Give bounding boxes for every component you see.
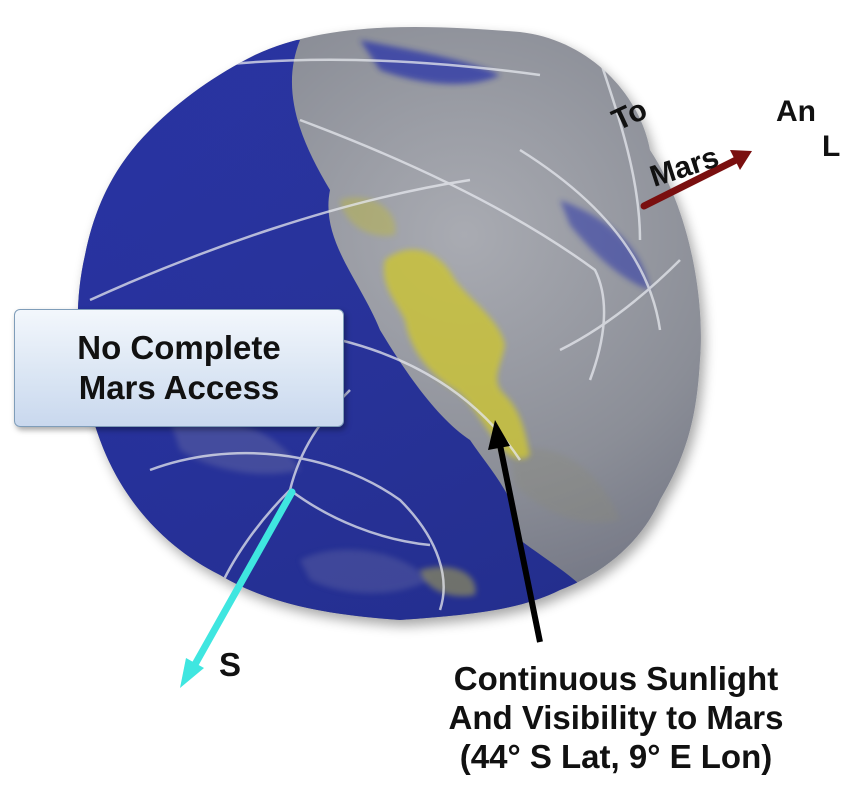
sunlit-visible-region	[384, 249, 530, 460]
sunlight-line2: And Visibility to Mars	[448, 698, 784, 736]
south-axis-arrow	[180, 488, 296, 688]
sunlight-pointer-arrow	[488, 420, 543, 643]
partial-line2: L	[822, 130, 841, 164]
partial-right-label: An L	[776, 94, 854, 165]
partial-line1: An	[776, 95, 816, 128]
no-mars-access-callout: No Complete Mars Access	[14, 309, 344, 427]
sunlight-visibility-callout: Continuous Sunlight And Visibility to Ma…	[378, 660, 854, 777]
sunlight-line1: Continuous Sunlight	[453, 660, 779, 697]
south-axis-label: S	[219, 646, 242, 683]
no-access-line2: Mars Access	[78, 369, 280, 406]
no-access-line1: No Complete	[77, 329, 281, 367]
to-mars-arrow	[640, 150, 752, 210]
sunlight-line3: (44° S Lat, 9° E Lon)	[459, 737, 773, 775]
